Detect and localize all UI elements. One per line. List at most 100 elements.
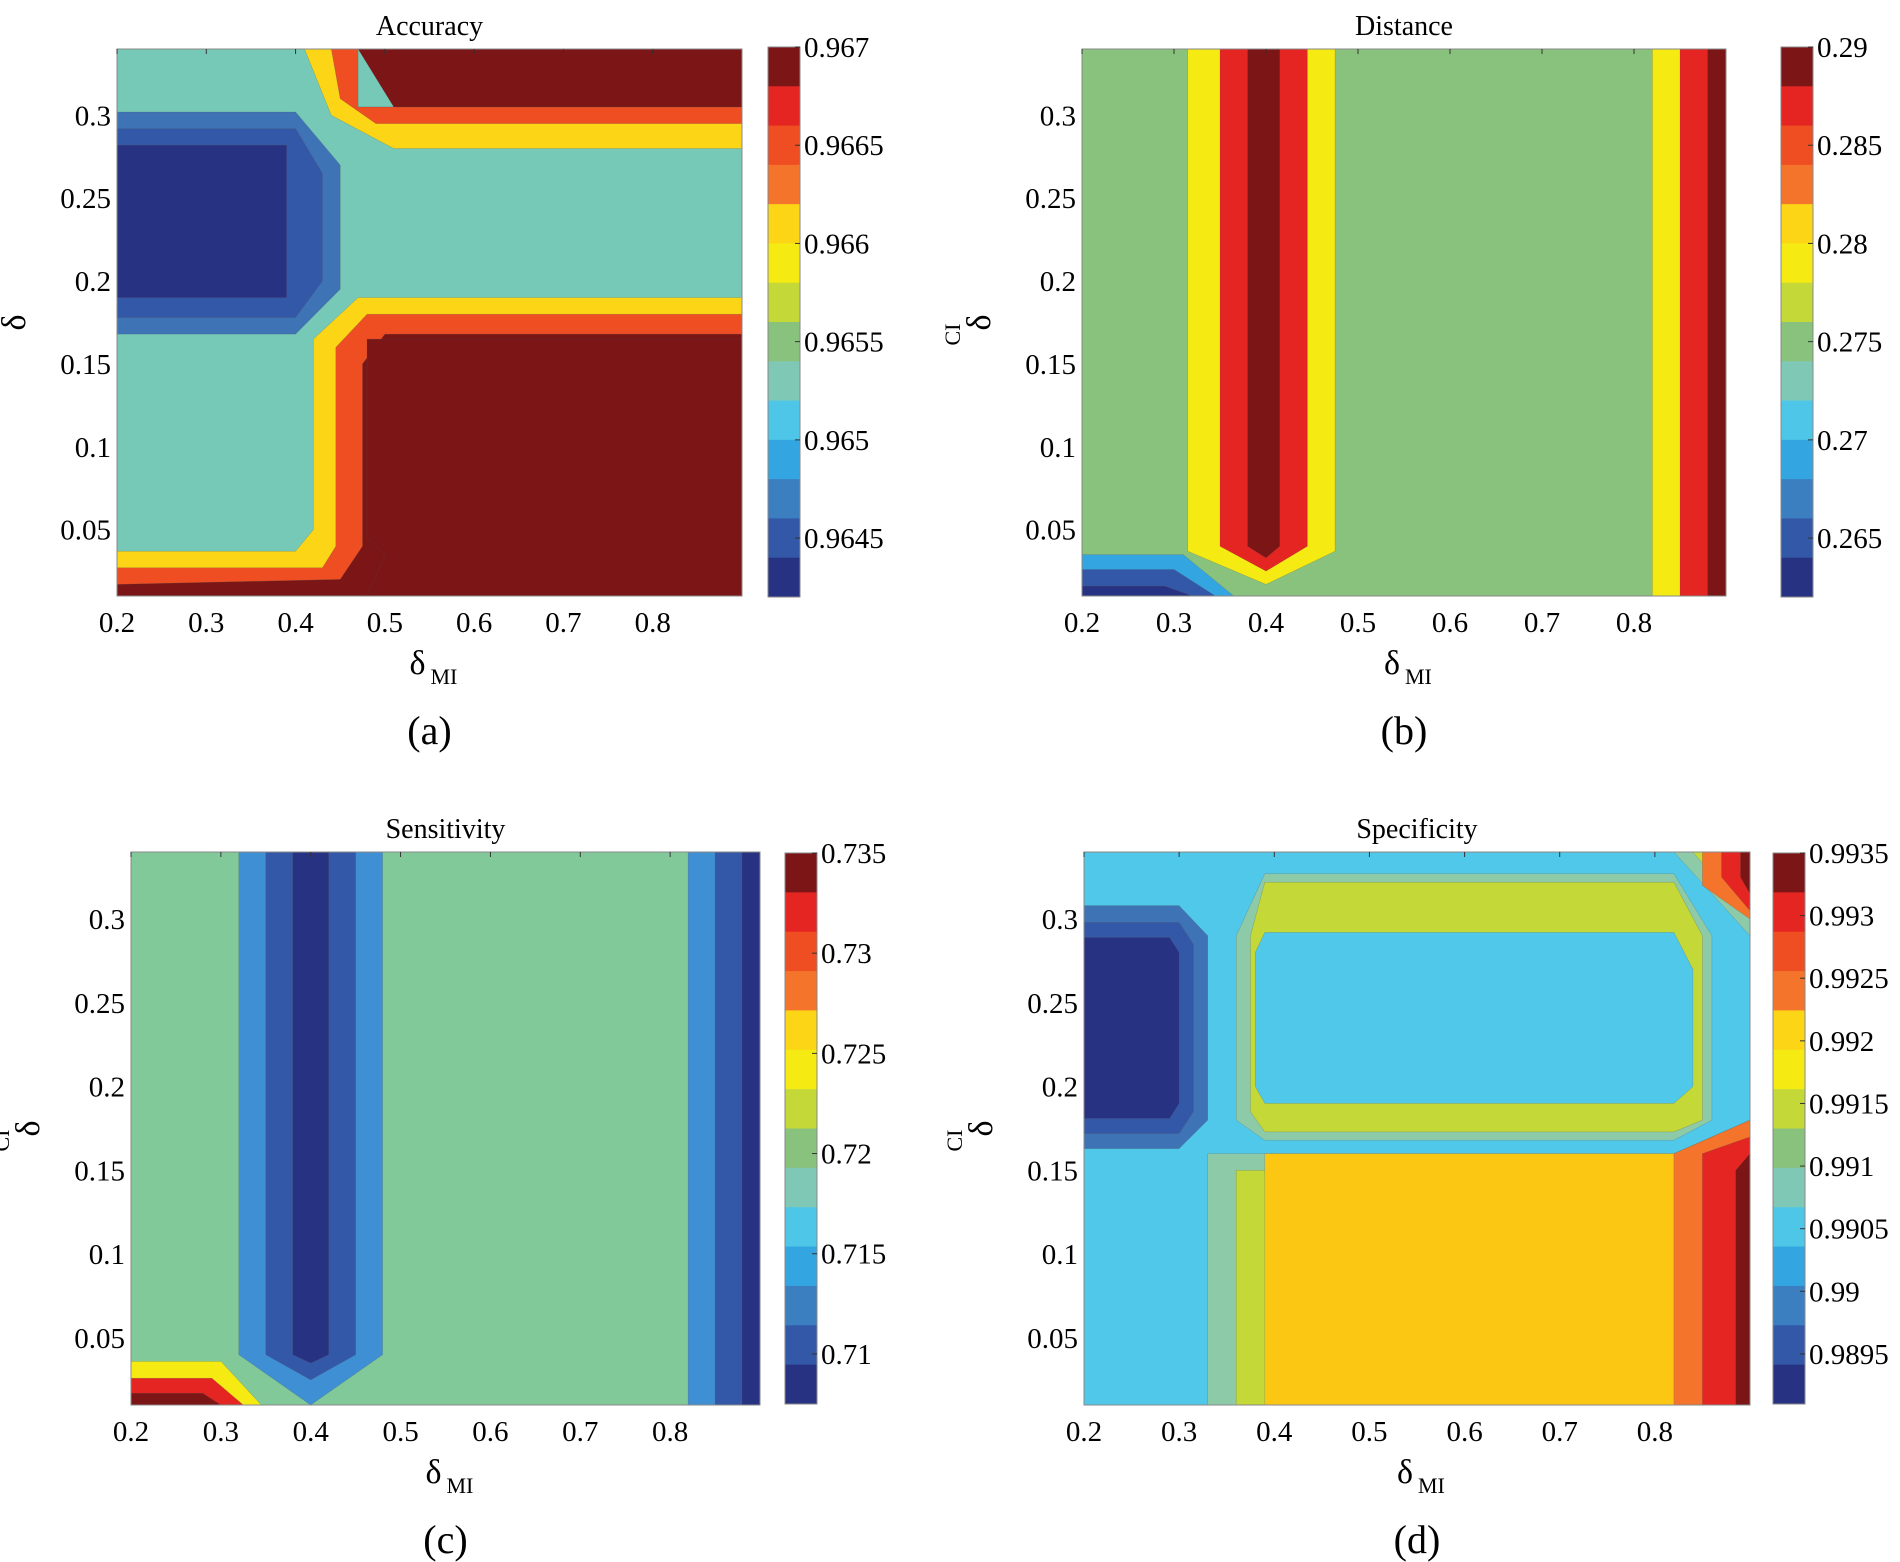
y-tick-label: 0.25 [1025,183,1076,215]
colorbar-swatch [1773,1285,1805,1326]
x-tick-label: 0.7 [562,1416,598,1448]
x-tick-label: 0.2 [1066,1416,1102,1448]
colorbar-swatch [1773,892,1805,933]
colorbar-swatch [1781,479,1813,519]
x-tick-label: 0.5 [1340,607,1376,639]
colorbar-swatch [768,243,800,284]
colorbar-swatch [768,322,800,362]
panel-caption: (a) [407,708,451,753]
x-tick-label: 0.6 [456,607,492,639]
y-tick-label: 0.05 [1025,515,1076,547]
colorbar-tick-label: 0.29 [1817,32,1868,64]
colorbar-tick-label: 0.72 [821,1139,872,1171]
x-tick-label: 0.7 [545,607,581,639]
colorbar-tick-label: 0.265 [1817,523,1882,555]
colorbar-tick-label: 0.725 [821,1038,886,1070]
y-axis-label-sub: CI [0,1130,14,1152]
y-tick-label: 0.3 [75,100,111,132]
y-tick-label: 0.1 [1042,1239,1078,1271]
x-tick-label: 0.6 [1432,607,1468,639]
x-axis-label-sub: MI [1405,664,1432,689]
colorbar-tick-label: 0.735 [821,838,886,870]
panel-specificity: Specificity 0.2 0.3 0.4 0.5 0.6 0.7 0.8 0.05 0.1 0… [942,781,1900,1562]
colorbar-swatch [1773,1246,1805,1287]
y-tick-label: 0.05 [1027,1323,1078,1355]
colorbar-swatch [785,1246,817,1287]
y-tick-label: 0.2 [75,266,111,298]
panel-accuracy: Accuracy 0.2 0.3 0.4 0.5 0.6 0.7 0.8 0.05 0.1 0.15… [0,0,950,781]
y-tick-label: 0.15 [60,349,111,381]
contour-fill [1082,49,1726,596]
x-tick-label: 0.8 [652,1416,688,1448]
colorbar-swatch [1781,518,1813,559]
colorbar-tick-label: 0.965 [804,425,869,457]
x-tick-label: 0.3 [203,1416,239,1448]
colorbar-swatch [1773,853,1805,893]
plot-frame [1081,48,1727,597]
x-tick-label: 0.3 [1156,607,1192,639]
contour-band [1735,1153,1750,1405]
colorbar-swatch [785,1325,817,1366]
x-tick-label: 0.5 [1351,1416,1387,1448]
plot-frame [1083,851,1751,1406]
x-tick-label: 0.2 [99,607,135,639]
x-tick-label: 0.4 [1248,607,1285,639]
colorbar-swatch [768,47,800,87]
colorbar-swatch [768,439,800,480]
y-axis-label: δ [961,314,998,330]
colorbar-tick-label: 0.9915 [1809,1088,1889,1120]
colorbar-swatch [768,164,800,205]
colorbar-swatch [1773,931,1805,972]
chart-title: Sensitivity [386,814,506,845]
y-tick-label: 0.2 [89,1072,125,1104]
colorbar-swatch [785,931,817,972]
x-axis-label: δ [426,1454,442,1491]
colorbar-tick-label: 0.992 [1809,1026,1874,1058]
contour-band [357,49,742,108]
colorbar-swatch [1781,361,1813,402]
y-tick-label: 0.15 [1025,349,1076,381]
colorbar-swatch [1781,400,1813,441]
colorbar-swatch [1773,1207,1805,1248]
colorbar-swatch [1773,1364,1805,1405]
y-tick-label: 0.15 [74,1155,125,1187]
x-tick-label: 0.3 [188,607,224,639]
contour-band [1740,852,1750,895]
colorbar-tick-label: 0.715 [821,1239,886,1271]
x-tick-label: 0.7 [1542,1416,1578,1448]
y-axis-label-sub: CI [942,1130,967,1152]
colorbar-swatch [1781,243,1813,284]
x-tick-label: 0.4 [277,607,314,639]
chart-title: Accuracy [376,11,483,42]
colorbar: 0.71 0.715 0.72 0.725 0.73 0.735 [784,838,886,1405]
panel-sensitivity: Sensitivity 0.2 0.3 0.4 0.5 0.6 0.7 0.8 0.05 0.1 0… [0,781,950,1562]
panel-caption: (d) [1394,1517,1441,1562]
colorbar-swatch [768,282,800,323]
x-tick-label: 0.4 [293,1416,330,1448]
colorbar-tick-label: 0.9935 [1809,838,1889,870]
colorbar-swatch [1773,1128,1805,1169]
colorbar: 0.9645 0.965 0.9655 0.966 0.9665 0.967 [767,32,884,598]
contour-fill [131,852,760,1405]
panel-caption: (c) [423,1517,467,1562]
y-tick-label: 0.2 [1042,1072,1078,1104]
contour-band [1082,585,1193,596]
colorbar-swatch [1781,125,1813,166]
y-tick-label: 0.3 [1042,904,1078,936]
colorbar-swatch [768,479,800,519]
x-axis-label-sub: MI [447,1473,474,1498]
colorbar-swatch [1781,47,1813,87]
colorbar-swatch [1781,164,1813,205]
colorbar-swatch [1781,204,1813,244]
contour-band [1255,932,1694,1104]
colorbar-swatch [785,1207,817,1248]
x-axis-label: δ [1397,1454,1413,1491]
colorbar-tick-label: 0.9905 [1809,1214,1889,1246]
x-tick-label: 0.6 [1446,1416,1482,1448]
contour-band [1084,937,1180,1119]
colorbar-tick-label: 0.9645 [804,523,884,555]
y-axis-label: δ [963,1120,1000,1136]
colorbar-swatch [785,1167,817,1208]
x-tick-label: 0.6 [472,1416,508,1448]
colorbar-swatch [768,86,800,127]
